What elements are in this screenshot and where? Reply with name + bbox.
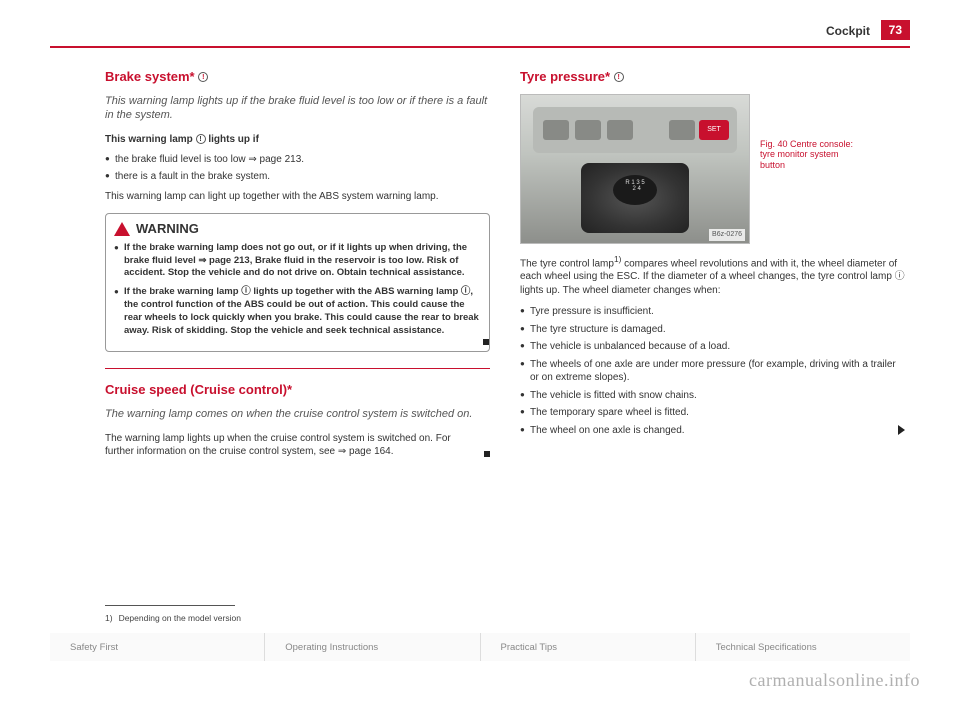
warning-title: WARNING	[114, 220, 481, 238]
warning-triangle-icon	[114, 222, 130, 236]
brake-lamp-icon: !	[196, 134, 206, 144]
brake-bold-b: lights up if	[206, 134, 259, 145]
tyre-para-1: The tyre control lamp1) compares wheel r…	[520, 254, 905, 298]
top-divider	[50, 46, 910, 48]
figure-block: SET R 1 3 5 2 4 B6z-0276 Fig. 40 Centre …	[520, 94, 905, 244]
tyre-icon: !	[614, 72, 624, 82]
footnote-text-body: Depending on the model version	[119, 613, 241, 623]
brake-bold-line: This warning lamp ! lights up if	[105, 133, 490, 147]
brake-bold-a: This warning lamp	[105, 134, 196, 145]
tyre-bullet-7: The wheel on one axle is changed.	[520, 424, 905, 438]
brake-para-1: This warning lamp can light up together …	[105, 190, 490, 204]
figure-button	[669, 120, 695, 140]
warning-title-text: WARNING	[136, 220, 199, 238]
figure-set-button: SET	[699, 120, 729, 140]
tyre-bullet-4: The wheels of one axle are under more pr…	[520, 358, 905, 385]
figure-button	[575, 120, 601, 140]
tyre-p1a: The tyre control lamp	[520, 258, 614, 269]
brake-bullet-2: there is a fault in the brake system.	[105, 170, 490, 184]
heading-tyre: Tyre pressure* !	[520, 68, 905, 86]
figure-caption: Fig. 40 Centre console: tyre monitor sys…	[760, 94, 860, 244]
content-columns: Brake system* ! This warning lamp lights…	[105, 68, 905, 581]
brake-bullet-1: the brake fluid level is too low ⇒ page …	[105, 153, 490, 167]
right-column: Tyre pressure* ! SET R 1 3 5 2 4 B6z-027…	[520, 68, 905, 581]
tyre-bullet-2: The tyre structure is damaged.	[520, 323, 905, 337]
tyre-b7-text: The wheel on one axle is changed.	[530, 425, 685, 436]
warning-box: WARNING If the brake warning lamp does n…	[105, 213, 490, 352]
figure-button	[543, 120, 569, 140]
brake-icon: !	[198, 72, 208, 82]
bottom-tabs: Safety First Operating Instructions Prac…	[50, 633, 910, 661]
left-column: Brake system* ! This warning lamp lights…	[105, 68, 490, 581]
cruise-para: The warning lamp lights up when the crui…	[105, 432, 490, 459]
tyre-bullet-1: Tyre pressure is insufficient.	[520, 305, 905, 319]
tab-safety[interactable]: Safety First	[50, 633, 265, 661]
heading-cruise: Cruise speed (Cruise control)*	[105, 381, 490, 399]
warning-bullet-1: If the brake warning lamp does not go ou…	[114, 242, 481, 280]
continue-arrow-icon	[898, 425, 905, 435]
heading-brake-system: Brake system* !	[105, 68, 490, 86]
heading-tyre-text: Tyre pressure*	[520, 69, 614, 84]
tab-operating[interactable]: Operating Instructions	[265, 633, 480, 661]
figure-image: SET R 1 3 5 2 4 B6z-0276	[520, 94, 750, 244]
footnote-num: 1)	[105, 613, 113, 623]
tab-practical[interactable]: Practical Tips	[481, 633, 696, 661]
tyre-bullet-3: The vehicle is unbalanced because of a l…	[520, 340, 905, 354]
figure-button	[607, 120, 633, 140]
end-marker-icon	[484, 451, 490, 457]
section-label: Cockpit	[826, 24, 870, 38]
tyre-bullet-6: The temporary spare wheel is fitted.	[520, 406, 905, 420]
heading-cruise-text: Cruise speed (Cruise control)*	[105, 382, 292, 397]
tab-technical[interactable]: Technical Specifications	[696, 633, 910, 661]
footnote-divider	[105, 605, 235, 606]
section-divider	[105, 368, 490, 369]
figure-ref-label: B6z-0276	[709, 229, 745, 240]
end-marker-icon	[483, 339, 489, 345]
brake-subhead: This warning lamp lights up if the brake…	[105, 94, 490, 124]
page-number: 73	[881, 20, 910, 40]
cruise-para-text: The warning lamp lights up when the crui…	[105, 433, 451, 458]
footnote: 1) Depending on the model version	[105, 613, 241, 623]
page: Cockpit 73 Brake system* ! This warning …	[0, 0, 960, 701]
heading-brake-text: Brake system*	[105, 69, 198, 84]
tyre-bullet-5: The vehicle is fitted with snow chains.	[520, 389, 905, 403]
figure-gear-knob: R 1 3 5 2 4	[613, 175, 657, 205]
warning-bullet-2: If the brake warning lamp ⓘ lights up to…	[114, 286, 481, 337]
cruise-subhead: The warning lamp comes on when the cruis…	[105, 407, 490, 422]
watermark: carmanualsonline.info	[749, 670, 920, 691]
